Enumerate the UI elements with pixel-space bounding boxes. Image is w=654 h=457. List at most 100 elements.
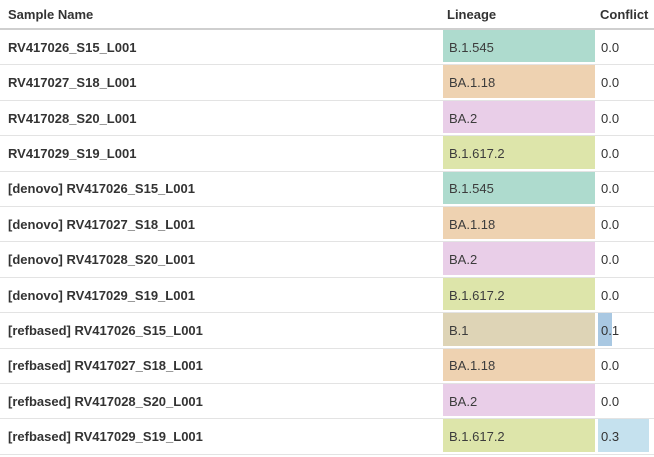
sample-name-cell: [denovo] RV417027_S18_L001 xyxy=(0,207,443,241)
table-row: RV417028_S20_L001 BA.2 0.0 xyxy=(0,100,654,137)
sample-name-cell: RV417026_S15_L001 xyxy=(0,30,443,64)
lineage-text: BA.2 xyxy=(449,252,478,268)
lineage-color-fill xyxy=(443,136,595,169)
conflict-text: 0.0 xyxy=(601,252,620,268)
sample-name-text: [refbased] RV417026_S15_L001 xyxy=(8,322,203,338)
conflict-text: 0.1 xyxy=(601,322,620,338)
conflict-cell: 0.0 xyxy=(598,242,654,276)
sample-name-text: RV417026_S15_L001 xyxy=(8,39,137,55)
table-row: RV417027_S18_L001 BA.1.18 0.0 xyxy=(0,65,654,101)
table-header-row: Sample Name Lineage Conflict xyxy=(0,0,654,30)
table-row: [refbased] RV417029_S19_L001 B.1.617.2 0… xyxy=(0,419,654,455)
table-row: [denovo] RV417026_S15_L001 B.1.545 0.0 xyxy=(0,171,654,208)
table-row: RV417029_S19_L001 B.1.617.2 0.0 xyxy=(0,136,654,172)
lineage-cell: BA.1.18 xyxy=(443,348,595,383)
sample-name-cell: [refbased] RV417026_S15_L001 xyxy=(0,313,443,347)
conflict-text: 0.0 xyxy=(601,287,620,303)
sample-name-cell: RV417028_S20_L001 xyxy=(0,101,443,135)
table-body: RV417026_S15_L001 B.1.545 0.0 RV417027_S… xyxy=(0,30,654,455)
conflict-cell: 0.0 xyxy=(598,65,654,99)
sample-name-cell: RV417027_S18_L001 xyxy=(0,65,443,99)
conflict-text: 0.0 xyxy=(601,75,620,91)
conflict-text: 0.3 xyxy=(601,429,620,445)
conflict-text: 0.0 xyxy=(601,145,620,161)
table-row: [denovo] RV417027_S18_L001 BA.1.18 0.0 xyxy=(0,207,654,243)
conflict-text: 0.0 xyxy=(601,39,620,55)
conflict-cell: 0.0 xyxy=(598,172,654,206)
sample-name-text: RV417027_S18_L001 xyxy=(8,75,137,91)
column-header-conflict-label: Conflict xyxy=(600,6,649,22)
conflict-cell: 0.0 xyxy=(598,384,654,418)
conflict-cell: 0.0 xyxy=(598,207,654,241)
lineage-cell: B.1.617.2 xyxy=(443,419,595,453)
lineage-color-fill xyxy=(443,30,595,63)
column-header-sample-name-label: Sample Name xyxy=(8,6,94,22)
sample-name-cell: [refbased] RV417029_S19_L001 xyxy=(0,419,443,453)
lineage-color-fill xyxy=(443,171,595,205)
conflict-cell: 0.0 xyxy=(598,30,654,64)
lineage-text: B.1 xyxy=(449,322,469,338)
lineage-cell: BA.1.18 xyxy=(443,65,595,99)
lineage-color-fill xyxy=(443,207,595,240)
lineage-text: BA.2 xyxy=(449,110,478,126)
lineage-color-fill xyxy=(443,242,595,275)
lineage-text: B.1.617.2 xyxy=(449,145,505,161)
lineage-cell: B.1.617.2 xyxy=(443,136,595,170)
lineage-text: B.1.617.2 xyxy=(449,429,505,445)
table-row: [refbased] RV417026_S15_L001 B.1 0.1 xyxy=(0,313,654,349)
sample-name-cell: RV417029_S19_L001 xyxy=(0,136,443,170)
sample-name-text: [denovo] RV417029_S19_L001 xyxy=(8,287,195,303)
lineage-cell: BA.2 xyxy=(443,242,595,276)
lineage-text: BA.1.18 xyxy=(449,358,496,374)
lineage-cell: BA.1.18 xyxy=(443,207,595,241)
lineage-cell: B.1.617.2 xyxy=(443,277,595,312)
lineage-text: B.1.545 xyxy=(449,39,494,55)
column-header-lineage[interactable]: Lineage xyxy=(443,7,595,22)
conflict-value-bar xyxy=(598,419,649,452)
lineage-cell: BA.2 xyxy=(443,384,595,418)
lineage-text: B.1.617.2 xyxy=(449,287,505,303)
sample-name-text: [denovo] RV417028_S20_L001 xyxy=(8,252,195,268)
conflict-cell: 0.0 xyxy=(598,349,654,383)
column-header-sample-name[interactable]: Sample Name xyxy=(0,7,443,22)
conflict-cell: 0.0 xyxy=(598,136,654,170)
lineage-color-fill xyxy=(443,277,595,311)
lineage-text: B.1.545 xyxy=(449,181,494,197)
lineage-cell: B.1.545 xyxy=(443,30,595,64)
conflict-text: 0.0 xyxy=(601,216,620,232)
lineage-color-fill xyxy=(443,65,595,98)
table-row: RV417026_S15_L001 B.1.545 0.0 xyxy=(0,30,654,66)
sample-name-text: RV417029_S19_L001 xyxy=(8,145,137,161)
conflict-text: 0.0 xyxy=(601,358,620,374)
lineage-text: BA.1.18 xyxy=(449,75,496,91)
sample-name-text: RV417028_S20_L001 xyxy=(8,110,137,126)
table-row: [denovo] RV417029_S19_L001 B.1.617.2 0.0 xyxy=(0,277,654,314)
lineage-color-fill xyxy=(443,313,595,346)
lineage-cell: B.1 xyxy=(443,313,595,347)
sample-name-text: [denovo] RV417027_S18_L001 xyxy=(8,216,195,232)
conflict-text: 0.0 xyxy=(601,110,620,126)
lineage-color-fill xyxy=(443,348,595,382)
lineage-color-fill xyxy=(443,384,595,417)
sample-name-cell: [refbased] RV417028_S20_L001 xyxy=(0,384,443,418)
conflict-text: 0.0 xyxy=(601,181,620,197)
column-header-conflict[interactable]: Conflict xyxy=(598,7,654,22)
lineage-cell: B.1.545 xyxy=(443,171,595,206)
lineage-color-fill xyxy=(443,100,595,134)
sample-name-cell: [denovo] RV417026_S15_L001 xyxy=(0,172,443,206)
table-row: [denovo] RV417028_S20_L001 BA.2 0.0 xyxy=(0,242,654,278)
conflict-text: 0.0 xyxy=(601,393,620,409)
conflict-cell: 0.0 xyxy=(598,101,654,135)
conflict-value-bar xyxy=(598,313,612,346)
conflict-cell: 0.0 xyxy=(598,278,654,312)
lineage-text: BA.2 xyxy=(449,393,478,409)
sample-name-cell: [denovo] RV417028_S20_L001 xyxy=(0,242,443,276)
lineage-cell: BA.2 xyxy=(443,100,595,135)
table-row: [refbased] RV417028_S20_L001 BA.2 0.0 xyxy=(0,384,654,420)
conflict-cell: 0.1 xyxy=(598,313,654,347)
sample-name-text: [refbased] RV417029_S19_L001 xyxy=(8,429,203,445)
sample-name-text: [refbased] RV417028_S20_L001 xyxy=(8,393,203,409)
sample-name-cell: [refbased] RV417027_S18_L001 xyxy=(0,349,443,383)
sample-name-text: [refbased] RV417027_S18_L001 xyxy=(8,358,203,374)
